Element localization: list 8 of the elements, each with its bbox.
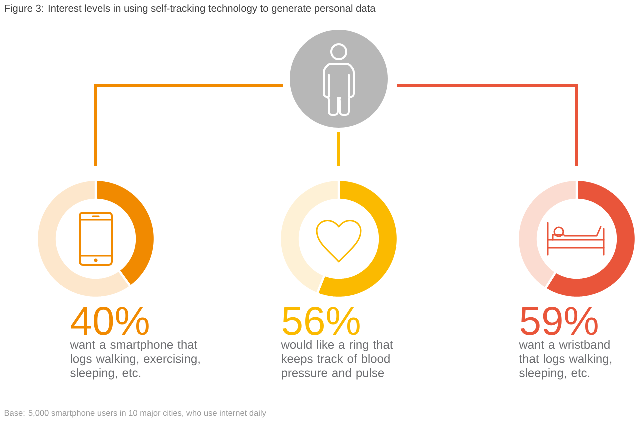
data-label: 40% (71, 307, 149, 336)
data-label: 56% (282, 307, 360, 336)
text: Figure 3: Interest levels in using self-tracking technology to generate personal data (5, 4, 376, 14)
text: want a smartphone that logs walking, exercising, sleeping, etc. (70, 340, 200, 380)
text: Base: 5,000 smartphone users in 10 major cities, who use internet daily (4, 410, 266, 418)
text: want a wristband that logs walking, sleeping, etc. (519, 340, 612, 380)
text: would like a ring that keeps track of blood pressure and pulse (281, 340, 394, 380)
data-label: 59% (520, 307, 598, 336)
